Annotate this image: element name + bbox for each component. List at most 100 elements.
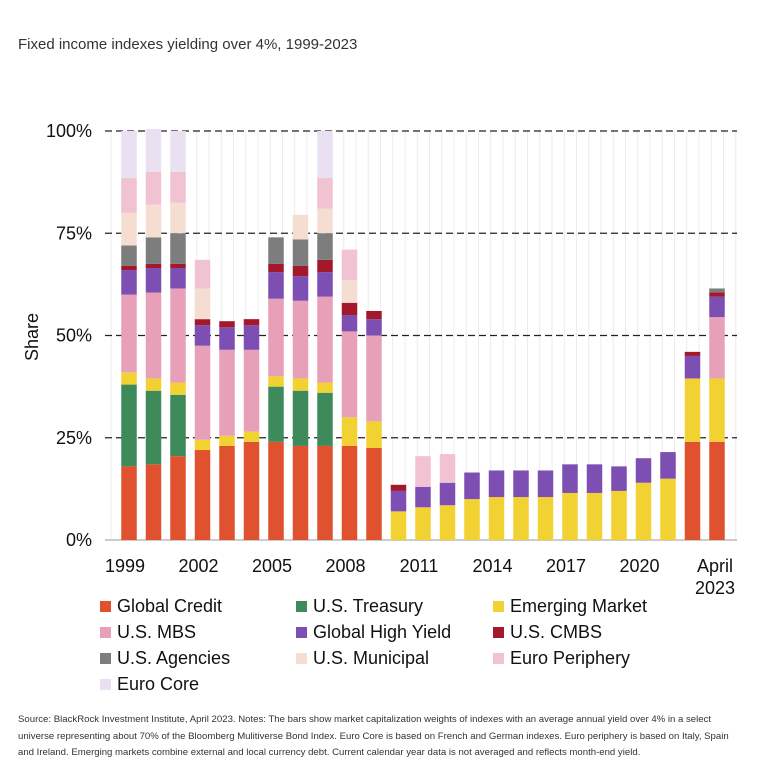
legend-swatch bbox=[296, 653, 307, 664]
legend-item-u-s-agencies: U.S. Agencies bbox=[100, 648, 230, 669]
bar-stack-2019 bbox=[611, 466, 627, 540]
bar-segment-emerging-market bbox=[635, 482, 652, 540]
legend-swatch bbox=[100, 627, 111, 638]
bar-segment-emerging-market bbox=[415, 507, 431, 540]
bar-segment-euro-periphery bbox=[121, 178, 137, 213]
legend-label: U.S. Municipal bbox=[313, 648, 430, 668]
bar-stack-2010 bbox=[390, 484, 407, 540]
bar-stack-2020 bbox=[635, 458, 652, 540]
bar-segment-global-high-yield bbox=[121, 270, 137, 295]
bar-segment-global-high-yield bbox=[145, 268, 162, 293]
legend-item-global-high-yield: Global High Yield bbox=[296, 622, 451, 643]
legend-label: Euro Periphery bbox=[510, 648, 631, 668]
bar-segment-emerging-market bbox=[684, 378, 701, 442]
bar-segment-emerging-market bbox=[537, 497, 554, 540]
bar-segment-global-high-yield bbox=[170, 268, 186, 289]
bar-segment-u-s-cmbs bbox=[684, 351, 701, 356]
bar-segment-euro-periphery bbox=[341, 249, 358, 281]
bar-segment-u-s-cmbs bbox=[366, 310, 382, 320]
legend-swatch bbox=[296, 627, 307, 638]
legend-swatch bbox=[100, 679, 111, 690]
x-tick-label: 2002 bbox=[178, 556, 218, 576]
bar-segment-u-s-municipal bbox=[317, 208, 333, 234]
bar-segment-u-s-mbs bbox=[170, 288, 186, 383]
bar-segment-global-high-yield bbox=[562, 464, 578, 493]
bar-segment-euro-core bbox=[317, 131, 333, 179]
bar-segment-global-high-yield bbox=[268, 272, 284, 299]
bar-segment-u-s-agencies bbox=[121, 245, 137, 266]
bar-segment-u-s-mbs bbox=[292, 300, 309, 379]
bar-segment-u-s-cmbs bbox=[145, 263, 162, 269]
legend-item-euro-periphery: Euro Periphery bbox=[493, 648, 630, 669]
bar-segment-emerging-market bbox=[194, 439, 211, 451]
legend-swatch bbox=[493, 627, 504, 638]
bar-segment-global-high-yield bbox=[635, 458, 652, 483]
bar-segment-u-s-cmbs bbox=[219, 321, 235, 328]
bar-stack-2003 bbox=[219, 321, 235, 540]
bar-segment-u-s-cmbs bbox=[317, 259, 333, 273]
bar-segment-emerging-market bbox=[439, 505, 456, 540]
bar-segment-euro-periphery bbox=[194, 259, 211, 289]
bar-segment-emerging-market bbox=[317, 382, 333, 393]
x-tick-label: 2017 bbox=[546, 556, 586, 576]
y-axis-label: Share bbox=[22, 313, 42, 361]
x-tick-label: 2014 bbox=[472, 556, 512, 576]
legend-swatch bbox=[493, 653, 504, 664]
bar-stack-2005 bbox=[268, 237, 284, 540]
bar-segment-u-s-mbs bbox=[194, 345, 211, 440]
bar-segment-u-s-cmbs bbox=[341, 302, 358, 316]
bar-segment-global-high-yield bbox=[292, 276, 309, 301]
bar-segment-global-credit bbox=[292, 445, 309, 540]
bar-segment-emerging-market bbox=[341, 417, 358, 446]
x-tick-label: 1999 bbox=[105, 556, 145, 576]
bar-segment-global-credit bbox=[194, 450, 211, 540]
bar-segment-global-credit bbox=[317, 445, 333, 540]
bar-stack-2018 bbox=[586, 464, 603, 540]
legend-label: U.S. Agencies bbox=[117, 648, 231, 668]
bar-segment-global-high-yield bbox=[415, 486, 431, 508]
bar-stack-2008 bbox=[341, 249, 358, 540]
x-tick-label: 2008 bbox=[325, 556, 365, 576]
bar-segment-emerging-market bbox=[121, 372, 137, 385]
bar-stack-2006 bbox=[292, 214, 309, 540]
legend-item-u-s-cmbs: U.S. CMBS bbox=[493, 622, 602, 643]
bar-segment-global-credit bbox=[170, 456, 186, 540]
y-tick-label: 100% bbox=[46, 121, 92, 141]
bar-segment-u-s-treasury bbox=[121, 384, 137, 467]
bar-segment-emerging-market bbox=[268, 376, 284, 387]
bar-stack-2015 bbox=[513, 470, 529, 540]
bar-segment-emerging-market bbox=[390, 511, 407, 540]
bar-segment-u-s-municipal bbox=[170, 202, 186, 234]
legend-swatch bbox=[493, 601, 504, 612]
bar-segment-u-s-mbs bbox=[243, 349, 260, 432]
bar-segment-global-credit bbox=[709, 441, 725, 540]
bar-segment-emerging-market bbox=[145, 378, 162, 391]
bar-stack-2014 bbox=[488, 470, 505, 540]
bar-segment-u-s-cmbs bbox=[292, 265, 309, 277]
stacked-bar-chart: 0% 25% 50% 75% 100% 1999 2002 2005 2008 2011 2014… bbox=[22, 121, 737, 598]
bar-segment-global-high-yield bbox=[194, 325, 211, 346]
bar-segment-u-s-mbs bbox=[121, 294, 137, 373]
bar-segment-global-high-yield bbox=[243, 325, 260, 350]
bar-segment-emerging-market bbox=[513, 497, 529, 540]
bar-segment-u-s-agencies bbox=[145, 237, 162, 264]
bar-segment-emerging-market bbox=[243, 431, 260, 442]
bar-segment-emerging-market bbox=[219, 435, 235, 446]
bar-segment-u-s-municipal bbox=[194, 288, 211, 320]
bar-stack-2007 bbox=[317, 131, 333, 540]
bar-segment-euro-core bbox=[145, 128, 162, 172]
x-tick-label: 2005 bbox=[252, 556, 292, 576]
bar-segment-emerging-market bbox=[170, 382, 186, 395]
legend-label: U.S. CMBS bbox=[510, 622, 603, 642]
bar-segment-u-s-mbs bbox=[219, 349, 235, 436]
legend-label: U.S. MBS bbox=[117, 622, 197, 642]
bar-segment-u-s-municipal bbox=[341, 280, 358, 303]
bar-segment-u-s-treasury bbox=[170, 394, 186, 457]
y-tick-label: 50% bbox=[56, 326, 92, 346]
legend-item-u-s-mbs: U.S. MBS bbox=[100, 622, 196, 643]
legend-label: Global Credit bbox=[117, 596, 223, 616]
bar-segment-u-s-cmbs bbox=[194, 319, 211, 326]
bar-segment-global-credit bbox=[219, 445, 235, 540]
bar-segment-u-s-agencies bbox=[292, 239, 309, 266]
bar-segment-u-s-mbs bbox=[709, 317, 725, 379]
